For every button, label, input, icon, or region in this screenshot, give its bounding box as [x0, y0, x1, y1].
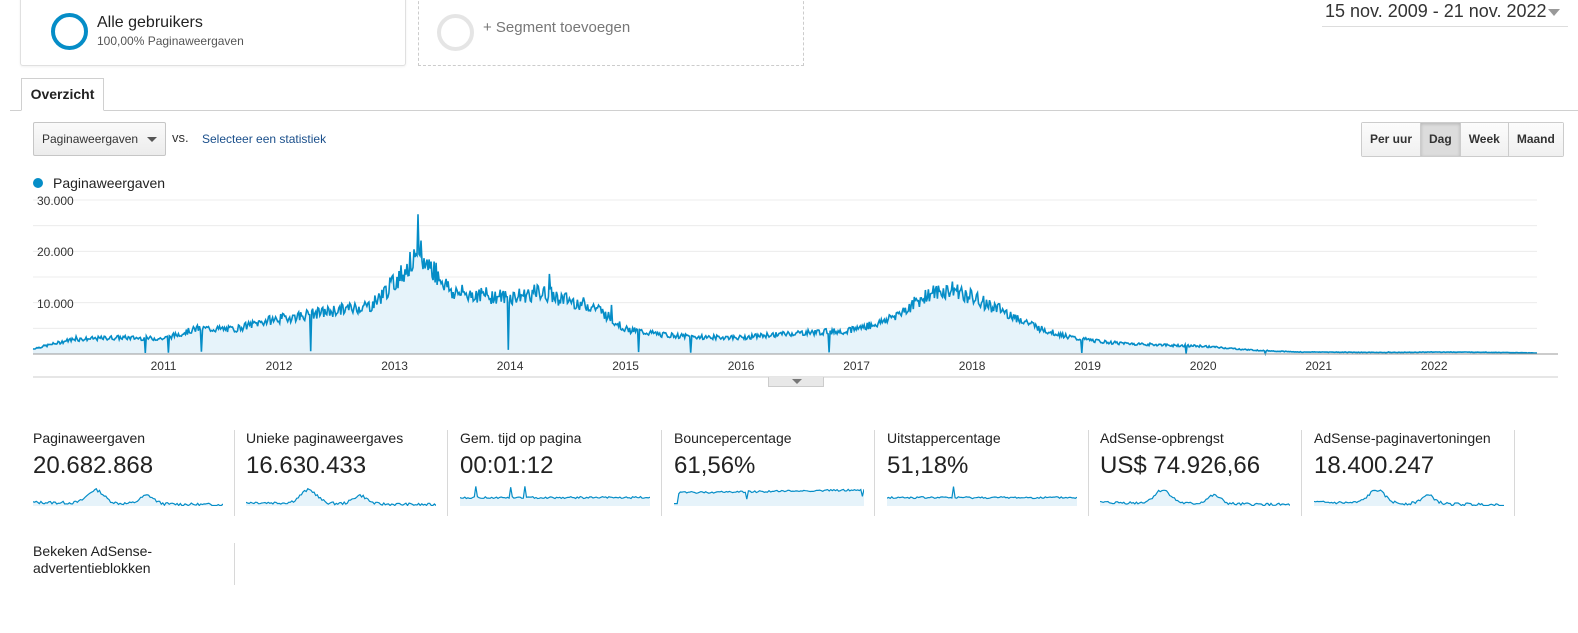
- scorecard[interactable]: Bouncepercentage 61,56%: [674, 430, 888, 520]
- granularity-week-button[interactable]: Week: [1459, 123, 1508, 156]
- scorecard[interactable]: Paginaweergaven 20.682.868: [33, 430, 247, 520]
- y-tick-label: 30.000: [37, 194, 74, 208]
- scorecard-label: Uitstappercentage: [887, 430, 1001, 446]
- segment-title: Alle gebruikers: [97, 14, 203, 31]
- scorecard[interactable]: AdSense-paginavertoningen 18.400.247: [1314, 430, 1528, 520]
- x-tick-label: 2015: [612, 359, 639, 373]
- granularity-hour-button[interactable]: Per uur: [1362, 123, 1421, 156]
- sparkline-area: [1100, 490, 1290, 506]
- metric-select[interactable]: Paginaweergaven: [33, 122, 166, 156]
- pageviews-chart: [32, 199, 1558, 378]
- sparkline-area: [1314, 490, 1504, 506]
- scorecard-value: 00:01:12: [460, 452, 554, 479]
- scorecard-label: Paginaweergaven: [33, 430, 146, 446]
- sparkline-area: [33, 488, 223, 506]
- scorecard[interactable]: Uitstappercentage 51,18%: [887, 430, 1101, 520]
- granularity-toggle: Per uur Dag Week Maand: [1361, 122, 1564, 157]
- sparkline-line: [1100, 489, 1290, 506]
- scorecard-label: Bouncepercentage: [674, 430, 792, 446]
- x-tick-label: 2011: [150, 359, 177, 373]
- sparkline-line: [246, 487, 436, 506]
- legend-dot-icon: [33, 178, 43, 188]
- scorecard-label: Unieke paginaweergaves: [246, 430, 404, 446]
- x-tick-label: 2013: [381, 359, 408, 373]
- scorecard-label: AdSense-opbrengst: [1100, 430, 1224, 446]
- sparkline-area: [674, 489, 864, 506]
- segment-card-all-users[interactable]: Alle gebruikers 100,00% Paginaweergaven: [20, 0, 406, 66]
- scorecard-sparkline: [33, 487, 223, 506]
- y-tick-label: 20.000: [37, 245, 74, 260]
- scorecard-label: AdSense-paginavertoningen: [1314, 430, 1491, 446]
- scorecard-divider: [234, 430, 235, 516]
- empty-segment-ring-icon: [437, 14, 474, 51]
- series-area: [33, 214, 1537, 354]
- scorecard[interactable]: Unieke paginaweergaves 16.630.433: [246, 430, 460, 520]
- scorecard-label: Gem. tijd op pagina: [460, 430, 582, 446]
- tab-overzicht[interactable]: Overzicht: [21, 78, 104, 111]
- scorecard-divider: [1088, 430, 1089, 516]
- scorecard-divider: [447, 430, 448, 516]
- date-range-picker[interactable]: 15 nov. 2009 - 21 nov. 2022: [1322, 0, 1568, 27]
- segment-ring-icon: [51, 13, 88, 50]
- scorecard-sparkline: [246, 487, 436, 506]
- select-metric-link[interactable]: Selecteer een statistiek: [202, 132, 327, 146]
- scorecard-value: 18.400.247: [1314, 452, 1435, 479]
- scorecard-label: Bekeken AdSense-advertentieblokken: [33, 543, 153, 576]
- x-tick-label: 2012: [265, 359, 293, 373]
- series-line: [32, 214, 1538, 357]
- scorecard-divider: [661, 430, 662, 516]
- sparkline-area: [887, 486, 1077, 506]
- sparkline-line: [887, 486, 1077, 500]
- add-segment-card[interactable]: + Segment toevoegen: [418, 0, 804, 66]
- scorecard-divider: [234, 543, 235, 585]
- x-tick-label: 2019: [1074, 359, 1101, 373]
- chevron-down-icon: [792, 379, 802, 384]
- scorecard-sparkline: [674, 488, 864, 506]
- sparkline-line: [33, 487, 223, 506]
- chevron-down-icon: [1548, 9, 1560, 16]
- sparkline-line: [1314, 489, 1504, 506]
- add-segment-button[interactable]: + Segment toevoegen: [483, 19, 631, 36]
- scorecard-divider: [1301, 430, 1302, 516]
- scorecard-value: 16.630.433: [246, 452, 367, 479]
- x-tick-label: 2022: [1420, 359, 1448, 373]
- sparkline-line: [674, 488, 864, 505]
- date-range-text: 15 nov. 2009 - 21 nov. 2022: [1325, 1, 1547, 21]
- x-tick-label: 2020: [1189, 359, 1217, 373]
- sparkline-line: [460, 486, 650, 500]
- x-tick-label: 2021: [1305, 359, 1333, 373]
- x-tick-label: 2016: [727, 359, 755, 373]
- scorecard[interactable]: AdSense-opbrengst US$ 74.926,66: [1100, 430, 1314, 520]
- scorecard-value: 20.682.868: [33, 452, 154, 479]
- sparkline-area: [460, 486, 650, 506]
- y-tick-label: 10.000: [37, 296, 74, 311]
- tab-divider: [10, 110, 1578, 111]
- scorecard-sparkline: [460, 486, 650, 506]
- x-tick-label: 2018: [958, 359, 986, 373]
- x-tick-label: 2014: [496, 359, 524, 373]
- segment-subtitle: 100,00% Paginaweergaven: [97, 34, 244, 48]
- scorecard-sparkline: [1314, 489, 1504, 506]
- metric-select-value: Paginaweergaven: [42, 132, 139, 146]
- chevron-down-icon: [147, 137, 157, 142]
- chart-collapse-handle[interactable]: [768, 377, 824, 387]
- legend-label: Paginaweergaven: [53, 175, 166, 191]
- scorecard-value: 61,56%: [674, 452, 756, 479]
- scorecard[interactable]: Gem. tijd op pagina 00:01:12: [460, 430, 674, 520]
- scorecard-value: US$ 74.926,66: [1100, 452, 1261, 479]
- x-tick-label: 2017: [843, 359, 870, 373]
- scorecard-divider: [1514, 430, 1515, 516]
- scorecard-divider: [874, 430, 875, 516]
- granularity-month-button[interactable]: Maand: [1507, 123, 1563, 156]
- scorecard[interactable]: Bekeken AdSense-advertentieblokken: [33, 543, 247, 633]
- scorecard-value: 51,18%: [887, 452, 969, 479]
- scorecard-sparkline: [1100, 489, 1290, 506]
- granularity-day-button[interactable]: Dag: [1420, 123, 1460, 156]
- vs-label: vs.: [172, 130, 189, 145]
- scorecard-sparkline: [887, 486, 1077, 506]
